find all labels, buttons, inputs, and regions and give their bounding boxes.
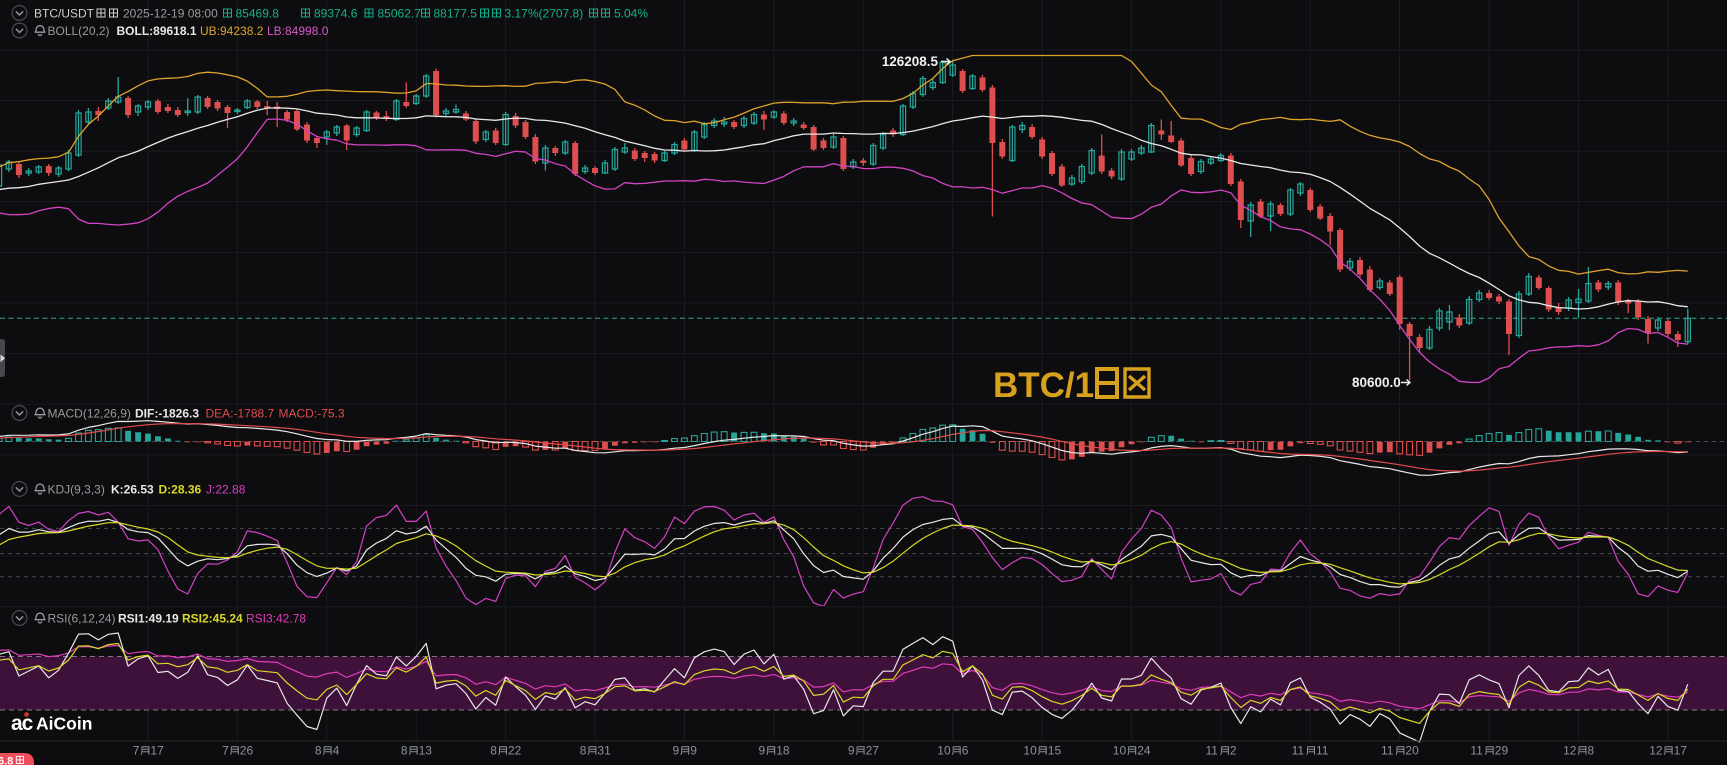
svg-text:J:22.88: J:22.88 [206, 482, 246, 496]
svg-text:ac: ac [11, 712, 34, 735]
svg-text:26: 26 [240, 744, 254, 758]
svg-text:17: 17 [1674, 744, 1688, 758]
svg-text:RSI1:49.19: RSI1:49.19 [118, 611, 179, 625]
svg-text:7: 7 [222, 744, 229, 758]
svg-text:17: 17 [150, 744, 164, 758]
svg-text:20: 20 [1405, 744, 1419, 758]
svg-text:10: 10 [937, 744, 951, 758]
svg-text:11: 11 [1316, 744, 1329, 758]
svg-text:9: 9 [690, 744, 697, 758]
svg-text:80600.0: 80600.0 [1352, 375, 1401, 390]
svg-text:9: 9 [759, 744, 766, 758]
svg-text:3.17%(2707.8): 3.17%(2707.8) [505, 6, 584, 20]
svg-text:4: 4 [333, 744, 340, 758]
svg-text:DEA:-1788.7: DEA:-1788.7 [206, 406, 275, 420]
svg-text:89374.6: 89374.6 [314, 6, 358, 20]
svg-text:RSI3:42.78: RSI3:42.78 [246, 611, 306, 625]
svg-text:MACD(12,26,9): MACD(12,26,9) [48, 406, 131, 420]
svg-text:11: 11 [1381, 744, 1394, 758]
svg-text:11: 11 [1292, 744, 1305, 758]
svg-text:RSI(6,12,24): RSI(6,12,24) [48, 611, 116, 625]
svg-text:BTC/1: BTC/1 [993, 366, 1094, 405]
svg-text:15: 15 [1048, 744, 1062, 758]
svg-text:8: 8 [1588, 744, 1595, 758]
svg-text:29: 29 [1495, 744, 1509, 758]
svg-text:KDJ(9,3,3): KDJ(9,3,3) [48, 482, 105, 496]
svg-text:13: 13 [419, 744, 433, 758]
svg-text:10: 10 [1113, 744, 1127, 758]
svg-text:8: 8 [401, 744, 408, 758]
svg-text:LB:84998.0: LB:84998.0 [267, 24, 329, 38]
svg-text:8: 8 [580, 744, 587, 758]
svg-text:MACD:-75.3: MACD:-75.3 [279, 406, 345, 420]
svg-text:RSI2:45.24: RSI2:45.24 [182, 611, 243, 625]
svg-text:10: 10 [1023, 744, 1037, 758]
svg-text:BOLL(20,2): BOLL(20,2) [48, 24, 110, 38]
svg-text:DIF:-1826.3: DIF:-1826.3 [135, 406, 199, 420]
svg-text:D:28.36: D:28.36 [159, 482, 202, 496]
svg-text:126208.5: 126208.5 [882, 54, 939, 69]
svg-text:12: 12 [1563, 744, 1577, 758]
svg-text:11: 11 [1470, 744, 1483, 758]
svg-text:BTC/USDT: BTC/USDT [34, 6, 95, 20]
svg-text:6.8: 6.8 [0, 756, 13, 765]
svg-text:2: 2 [1230, 744, 1237, 758]
svg-text:9: 9 [848, 744, 855, 758]
svg-text:2025-12-19 08:00: 2025-12-19 08:00 [123, 6, 218, 20]
svg-text:88177.5: 88177.5 [434, 6, 478, 20]
svg-text:BOLL:89618.1: BOLL:89618.1 [117, 24, 197, 38]
svg-text:18: 18 [776, 744, 790, 758]
svg-text:22: 22 [508, 744, 522, 758]
svg-text:27: 27 [866, 744, 880, 758]
svg-text:5.04%: 5.04% [614, 6, 648, 20]
svg-text:AiCoin: AiCoin [36, 714, 92, 734]
svg-text:UB:94238.2: UB:94238.2 [200, 24, 264, 38]
svg-text:8: 8 [315, 744, 322, 758]
svg-text:11: 11 [1206, 744, 1219, 758]
svg-text:12: 12 [1649, 744, 1663, 758]
svg-text:6: 6 [962, 744, 969, 758]
svg-text:8: 8 [490, 744, 497, 758]
svg-text:24: 24 [1137, 744, 1151, 758]
svg-text:85469.8: 85469.8 [236, 6, 280, 20]
svg-text:7: 7 [133, 744, 140, 758]
svg-text:9: 9 [673, 744, 680, 758]
svg-text:K:26.53: K:26.53 [111, 482, 154, 496]
svg-text:31: 31 [597, 744, 611, 758]
svg-text:85062.7: 85062.7 [378, 6, 422, 20]
